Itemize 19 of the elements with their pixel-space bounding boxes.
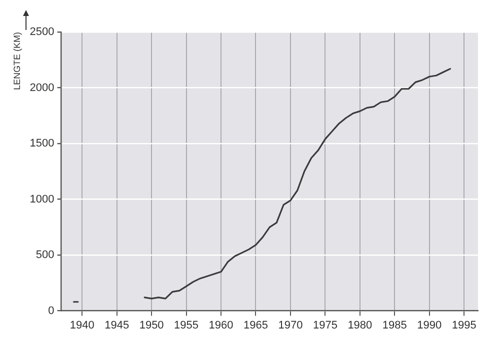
x-tick-label: 1965 [244, 319, 268, 332]
y-axis-title: LENGTE (KM) [12, 32, 22, 90]
y-tick-label: 1000 [30, 193, 54, 206]
y-tick-label: 1500 [30, 138, 54, 150]
y-tick-label: 0 [48, 304, 54, 317]
x-tick-label: 1955 [174, 319, 199, 332]
x-tick-label: 1975 [312, 319, 338, 332]
x-tick-label: 1995 [452, 319, 476, 332]
x-tick-label: 1960 [208, 319, 234, 332]
x-tick-label: 1980 [348, 319, 372, 332]
x-tick-label: 1985 [382, 319, 407, 332]
x-tick-label: 1940 [70, 319, 94, 332]
x-tick-label: 1950 [139, 319, 164, 332]
y-tick-label: 500 [36, 249, 54, 262]
x-tick-label: 1945 [104, 319, 130, 332]
x-tick-label: 1990 [417, 319, 442, 332]
y-tick-label: 2500 [30, 26, 54, 38]
x-tick-label: 1970 [278, 319, 303, 332]
y-tick-label: 2000 [30, 82, 54, 94]
